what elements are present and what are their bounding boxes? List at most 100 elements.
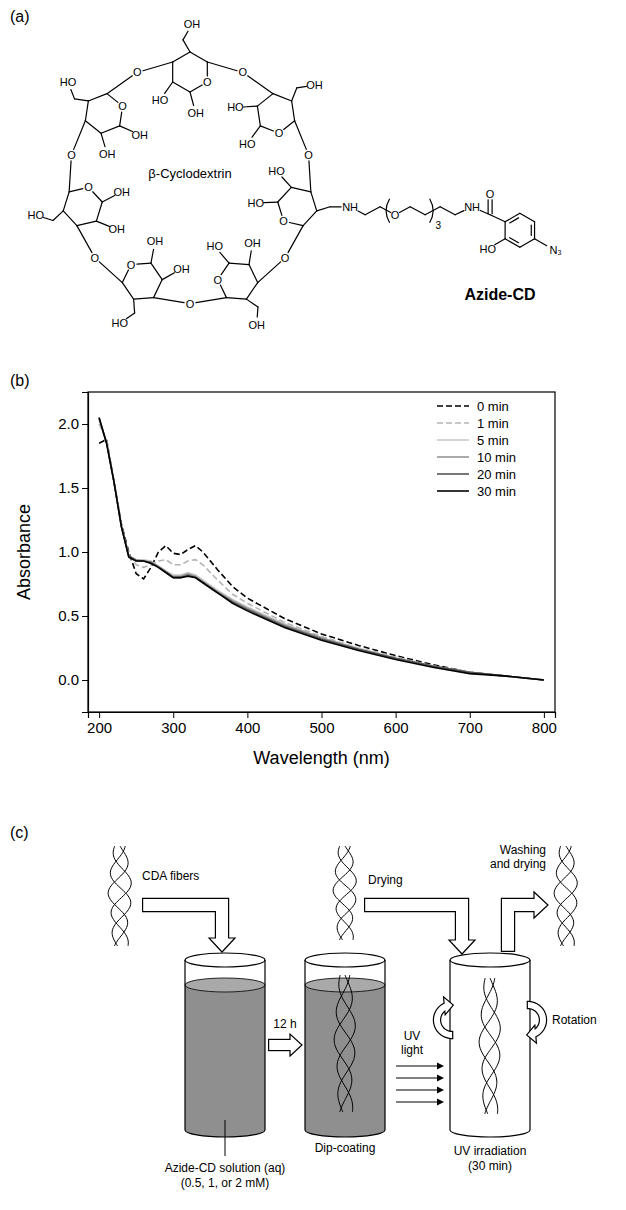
scheme-label: Azide-CD solution (aq) bbox=[165, 1161, 286, 1175]
bond bbox=[221, 263, 229, 275]
bond bbox=[85, 101, 88, 121]
bond bbox=[122, 270, 128, 283]
atom-label: HO bbox=[239, 138, 256, 150]
panel-label: (a) bbox=[10, 8, 30, 25]
bond bbox=[96, 221, 109, 226]
fiber-strand bbox=[336, 846, 356, 940]
bond bbox=[358, 211, 365, 215]
atom-label: O bbox=[304, 149, 313, 161]
atom-label: O bbox=[127, 259, 136, 271]
bond bbox=[303, 211, 317, 226]
legend-label: 20 min bbox=[477, 467, 516, 482]
atom-label: O bbox=[67, 149, 76, 161]
atom-label: O bbox=[279, 215, 288, 227]
legend: 0 min1 min5 min10 min20 min30 min bbox=[437, 399, 516, 499]
fiber-strand bbox=[482, 978, 500, 1114]
tick-mark bbox=[82, 488, 88, 489]
bond bbox=[292, 101, 295, 121]
tick: 0.5 bbox=[58, 607, 88, 624]
series-line bbox=[99, 439, 544, 680]
tick-label: 2.0 bbox=[58, 415, 79, 432]
scheme-label: (30 min) bbox=[468, 1159, 512, 1173]
tick: 1.5 bbox=[58, 479, 88, 496]
tick-mark bbox=[544, 712, 545, 718]
bond bbox=[311, 192, 317, 211]
legend-label: 0 min bbox=[477, 399, 509, 414]
bond bbox=[134, 299, 135, 313]
tick-label: 600 bbox=[384, 719, 409, 736]
y-axis: 0.00.51.01.52.0 bbox=[58, 393, 88, 713]
bond bbox=[69, 161, 71, 192]
bond bbox=[53, 211, 63, 221]
atom-label: OH bbox=[147, 235, 164, 247]
fiber-strand bbox=[111, 846, 131, 946]
bond bbox=[243, 106, 257, 108]
scheme-label: UV irradiation bbox=[454, 1144, 527, 1158]
plot-frame bbox=[88, 392, 555, 712]
tick: 800 bbox=[532, 712, 557, 736]
fiber-strand bbox=[108, 846, 128, 946]
atom-label: HO bbox=[152, 94, 169, 106]
panel-label: (c) bbox=[10, 824, 29, 841]
cylinder-top bbox=[185, 953, 265, 967]
fiber-strand bbox=[334, 975, 352, 1112]
bond bbox=[99, 262, 122, 283]
atom-label: HO bbox=[206, 240, 223, 252]
bond bbox=[93, 192, 103, 202]
atom-label: O bbox=[84, 181, 93, 193]
panel-label: (b) bbox=[10, 372, 30, 389]
atom-label: OH bbox=[184, 18, 201, 30]
tick: 400 bbox=[235, 712, 260, 736]
legend-label: 5 min bbox=[477, 433, 509, 448]
repeat-count: 3 bbox=[436, 220, 442, 231]
legend-swatch bbox=[437, 490, 469, 492]
fiber-strand bbox=[337, 975, 355, 1112]
scheme-label: Drying bbox=[368, 873, 403, 887]
bond bbox=[154, 298, 185, 303]
bond bbox=[505, 222, 506, 239]
series-group bbox=[99, 418, 544, 680]
arrow-fill bbox=[437, 1006, 452, 1035]
tick-label: 800 bbox=[532, 719, 557, 736]
fiber-strand bbox=[110, 846, 130, 946]
atom-label: OH bbox=[306, 79, 323, 91]
bond bbox=[246, 299, 258, 307]
fibers bbox=[333, 846, 356, 940]
tick: 2.0 bbox=[58, 415, 88, 432]
atom-label: HO bbox=[227, 101, 244, 113]
bond bbox=[520, 239, 535, 248]
atom-label: O bbox=[118, 100, 127, 112]
fiber-strand bbox=[333, 846, 353, 940]
bond bbox=[260, 126, 273, 131]
legend-label: 30 min bbox=[477, 484, 516, 499]
bond bbox=[172, 62, 173, 82]
bond bbox=[309, 161, 311, 192]
legend-swatch bbox=[437, 405, 469, 407]
tick: 0.0 bbox=[58, 671, 88, 688]
bond bbox=[173, 82, 190, 92]
scheme-label: Dip-coating bbox=[315, 1141, 376, 1155]
bond bbox=[165, 82, 173, 93]
fibers bbox=[554, 846, 577, 946]
cylinder-body bbox=[185, 960, 265, 1137]
axis-line bbox=[89, 713, 556, 719]
fiber-strand bbox=[479, 978, 497, 1114]
arrow bbox=[364, 905, 475, 954]
atom-label: HO bbox=[60, 76, 77, 88]
atom-label: HO bbox=[112, 317, 129, 329]
tick-mark bbox=[82, 680, 88, 681]
arrow bbox=[508, 892, 548, 952]
atom-label: OH bbox=[108, 223, 125, 235]
atom-label: OH bbox=[187, 107, 204, 119]
bond bbox=[288, 226, 303, 253]
scheme-label: (0.5, 1, or 2 mM) bbox=[181, 1176, 270, 1190]
bond bbox=[297, 86, 307, 87]
atom-label: HO bbox=[480, 243, 497, 255]
arrow bbox=[437, 997, 453, 1035]
bracket bbox=[386, 199, 390, 223]
tick: 600 bbox=[384, 712, 409, 736]
atom-label: N₃ bbox=[549, 244, 561, 256]
tick: 300 bbox=[161, 712, 186, 736]
legend-swatch bbox=[437, 473, 469, 475]
uv-ray-head bbox=[437, 1099, 444, 1106]
